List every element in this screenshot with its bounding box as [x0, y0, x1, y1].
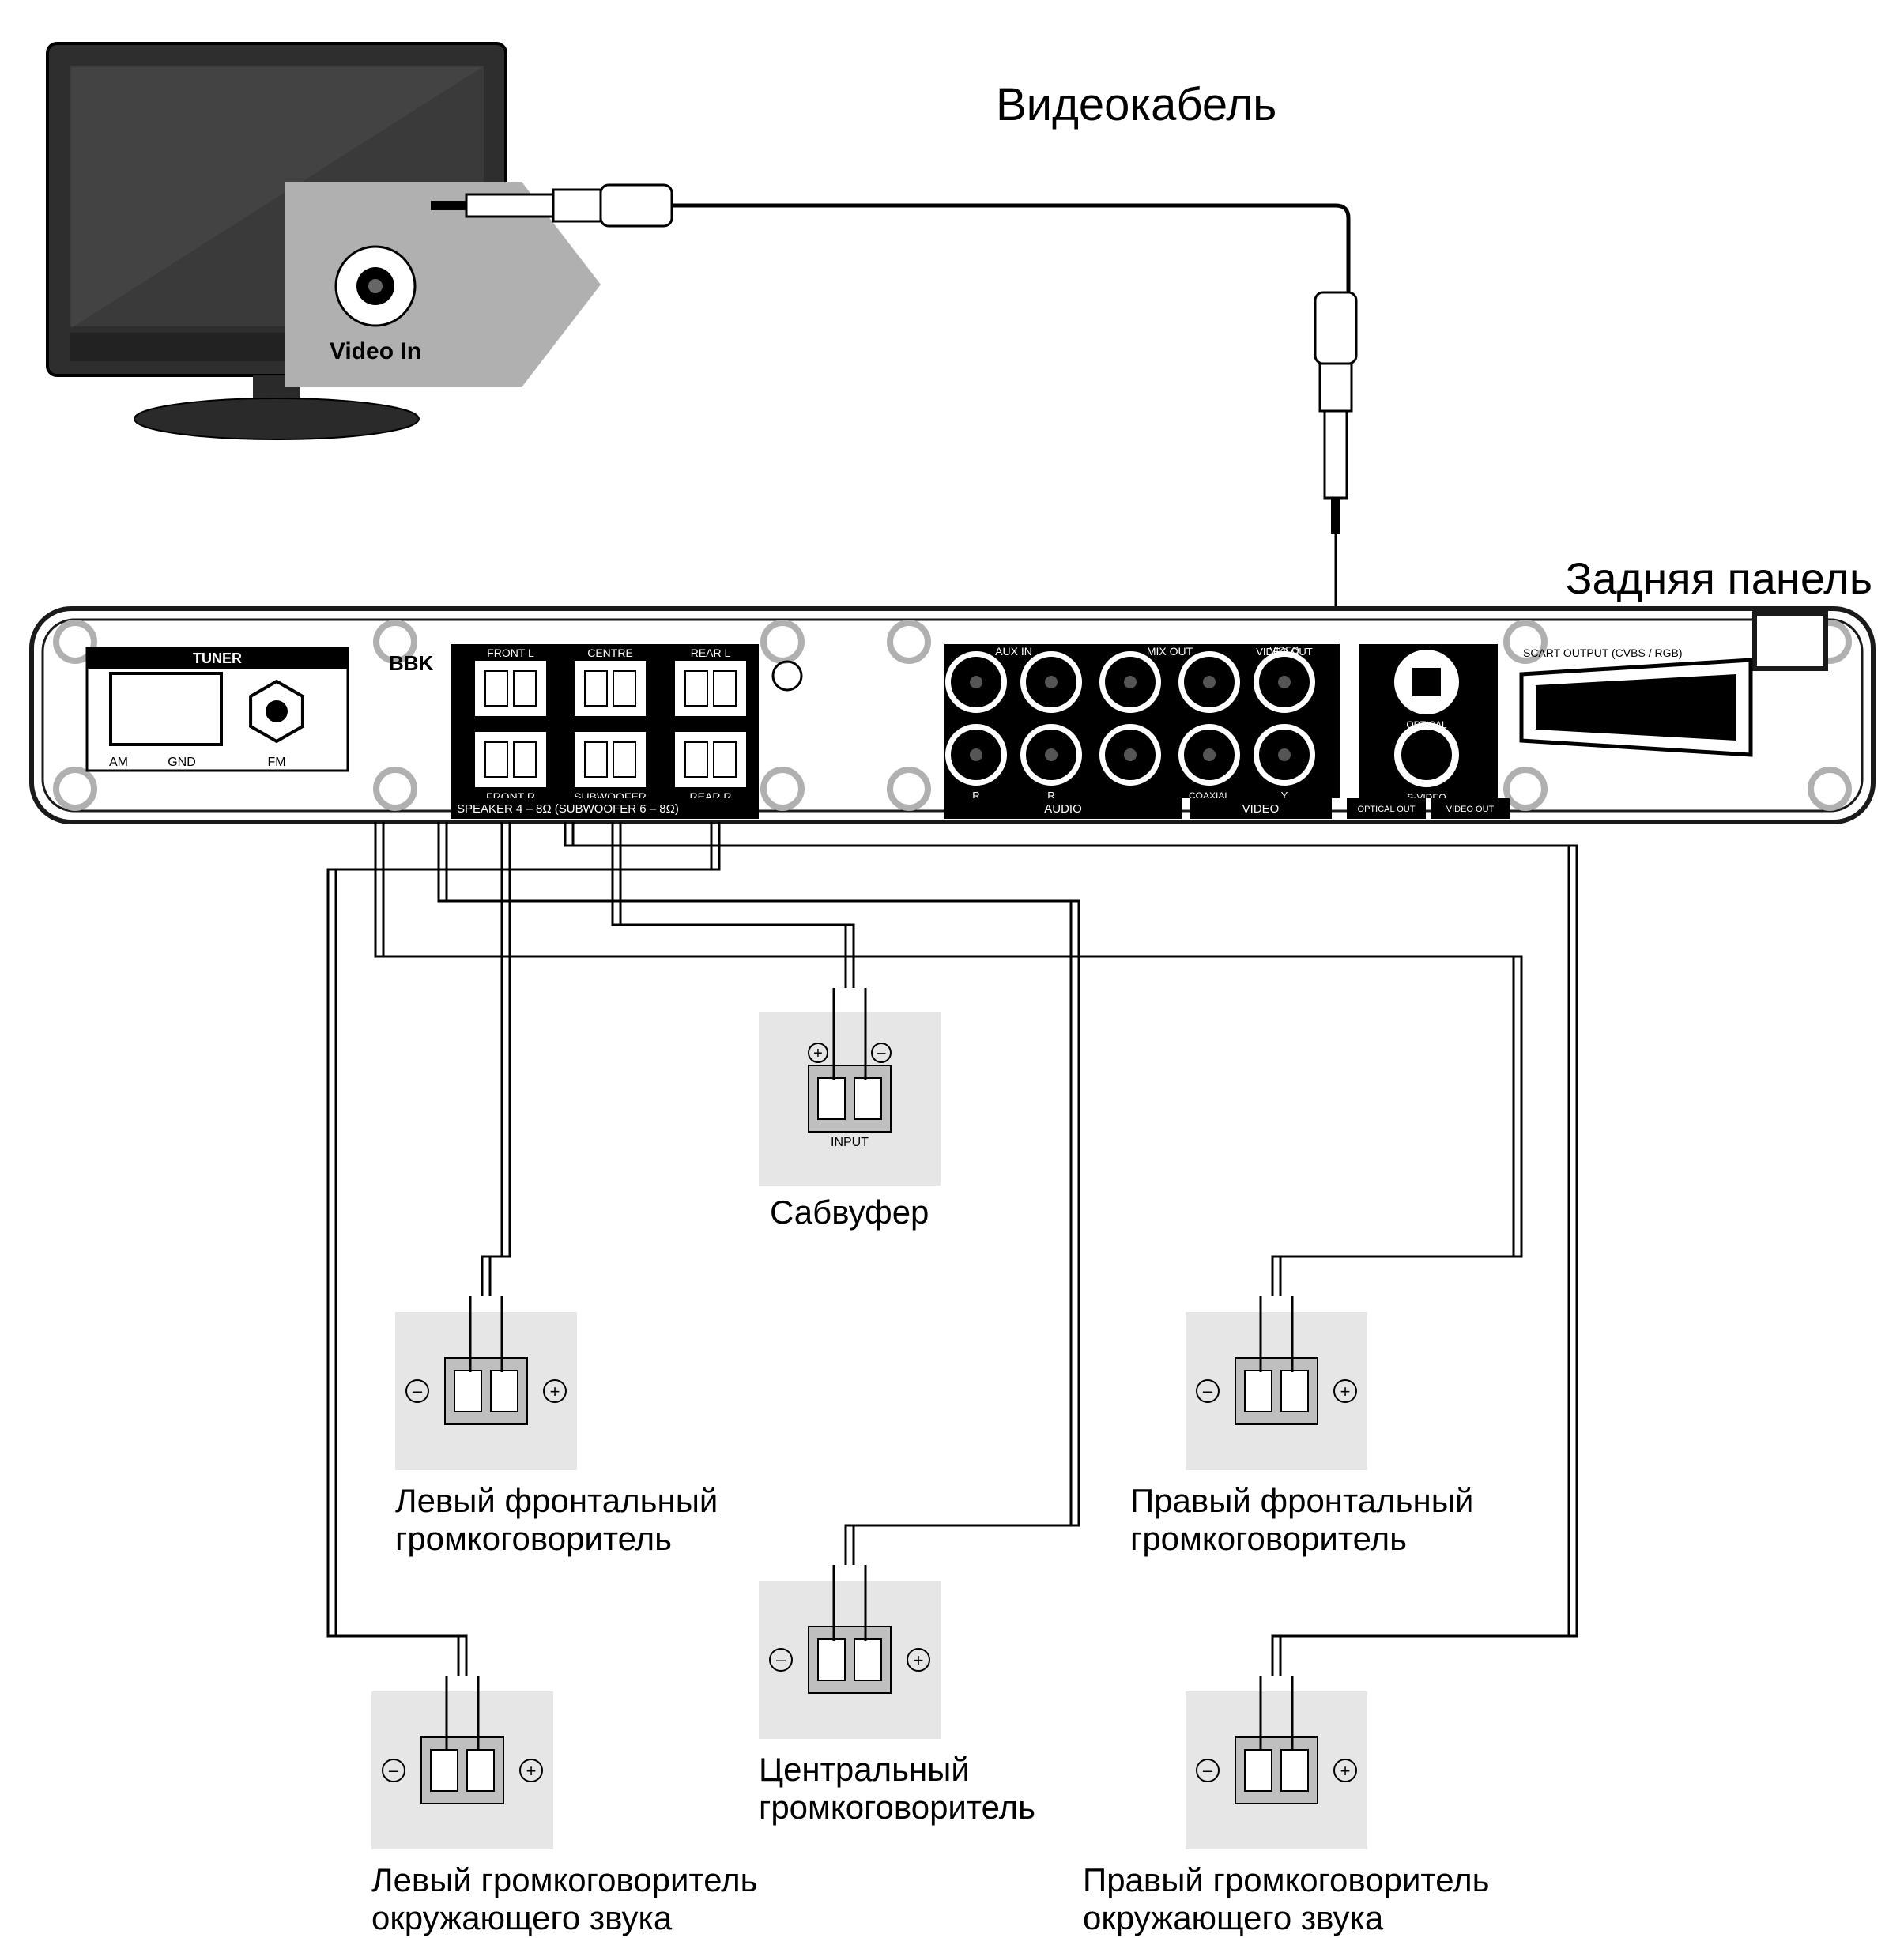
svg-text:+: +	[526, 1761, 537, 1781]
svg-text:–: –	[1203, 1381, 1213, 1401]
svg-text:AUX IN: AUX IN	[995, 645, 1032, 658]
subwoofer-label: Сабвуфер	[770, 1193, 929, 1231]
svg-text:+: +	[1340, 1382, 1351, 1401]
video-cable-label: Видеокабель	[996, 79, 1276, 132]
svg-text:–: –	[389, 1760, 399, 1780]
svg-text:–: –	[776, 1650, 786, 1669]
svg-text:+: +	[914, 1650, 924, 1670]
svg-text:FRONT L: FRONT L	[487, 647, 534, 659]
svg-text:+: +	[813, 1045, 823, 1062]
rear-left-label: Левый громкоговоритель окружающего звука	[371, 1861, 758, 1938]
svg-text:CENTRE: CENTRE	[587, 647, 633, 659]
svg-text:OPTICAL OUT: OPTICAL OUT	[1358, 805, 1416, 814]
svg-text:FM: FM	[267, 756, 285, 769]
front-right-label: Правый фронтальный громкоговоритель	[1130, 1482, 1473, 1559]
rear-panel-label: Задняя панель	[1566, 553, 1872, 604]
svg-text:VIDEO: VIDEO	[1269, 645, 1299, 656]
svg-text:–: –	[1203, 1760, 1213, 1780]
rear-right-label: Правый громкоговоритель окружающего звук…	[1083, 1861, 1490, 1938]
svg-text:INPUT: INPUT	[831, 1136, 869, 1149]
svg-text:SPEAKER 4 – 8Ω (SUBWOOFER 6 –: SPEAKER 4 – 8Ω (SUBWOOFER 6 – 8Ω)	[457, 802, 679, 816]
svg-text:–: –	[413, 1381, 423, 1401]
svg-text:+: +	[550, 1382, 560, 1401]
connection-diagram: Video InTUNERAMGNDFMBBKFRONT LFRONT RCEN…	[0, 0, 1904, 1905]
svg-text:OPTICAL: OPTICAL	[1406, 719, 1447, 730]
svg-text:AUDIO: AUDIO	[1044, 802, 1082, 816]
front-left-label: Левый фронтальный громкоговоритель	[395, 1482, 718, 1559]
svg-text:TUNER: TUNER	[193, 650, 242, 666]
svg-text:AM: AM	[109, 756, 128, 769]
svg-text:Video In: Video In	[330, 338, 421, 364]
svg-text:VIDEO: VIDEO	[1242, 802, 1280, 816]
svg-text:GND: GND	[168, 756, 196, 769]
svg-text:SCART OUTPUT (CVBS / RGB): SCART OUTPUT (CVBS / RGB)	[1523, 647, 1682, 659]
centre-label: Центральный громкоговоритель	[759, 1751, 1035, 1827]
svg-text:–: –	[877, 1044, 886, 1061]
svg-text:VIDEO OUT: VIDEO OUT	[1446, 805, 1495, 814]
svg-text:REAR L: REAR L	[691, 647, 731, 659]
svg-text:BBK: BBK	[389, 651, 434, 675]
svg-text:MIX OUT: MIX OUT	[1147, 645, 1193, 658]
svg-text:+: +	[1340, 1761, 1351, 1781]
